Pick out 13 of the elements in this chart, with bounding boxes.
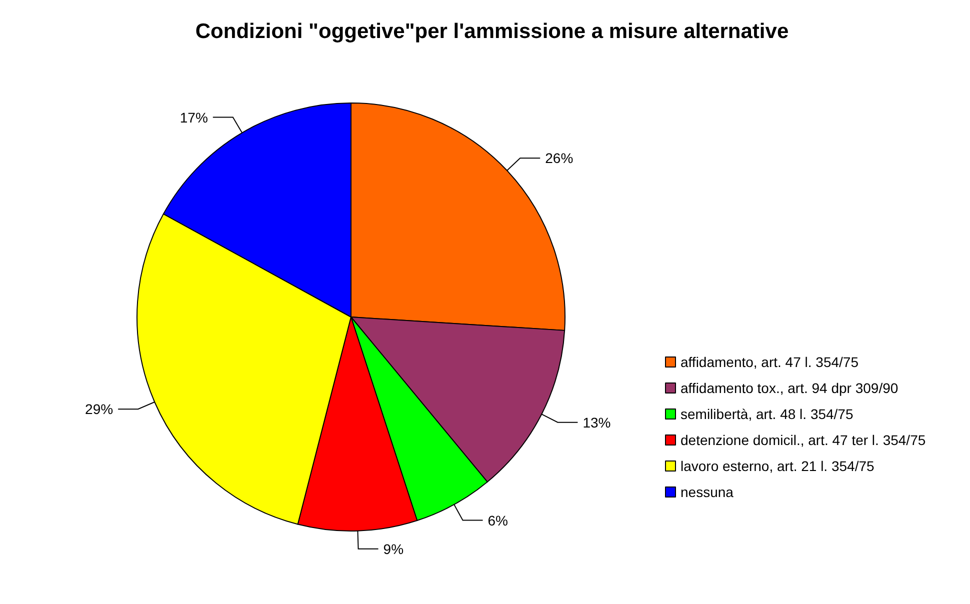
data-label: 26% xyxy=(545,150,574,166)
data-label: 17% xyxy=(180,109,208,126)
legend-label: affidamento, art. 47 l. 354/75 xyxy=(680,354,859,370)
data-label: 13% xyxy=(582,414,611,430)
data-label: 29% xyxy=(85,401,114,418)
legend-label: lavoro esterno, art. 21 l. 354/75 xyxy=(680,458,874,474)
legend-label: nessuna xyxy=(680,484,734,500)
chart-title: Condizioni "oggetive"per l'ammissione a misure alternative xyxy=(195,20,789,43)
legend-label: affidamento tox., art. 94 dpr 309/90 xyxy=(680,380,898,396)
legend-label: detenzione domicil., art. 47 ter l. 354/75 xyxy=(680,432,926,448)
data-label: 6% xyxy=(488,512,508,528)
data-label: 9% xyxy=(383,540,404,557)
legend-label: semilibertà, art. 48 l. 354/75 xyxy=(680,406,854,422)
